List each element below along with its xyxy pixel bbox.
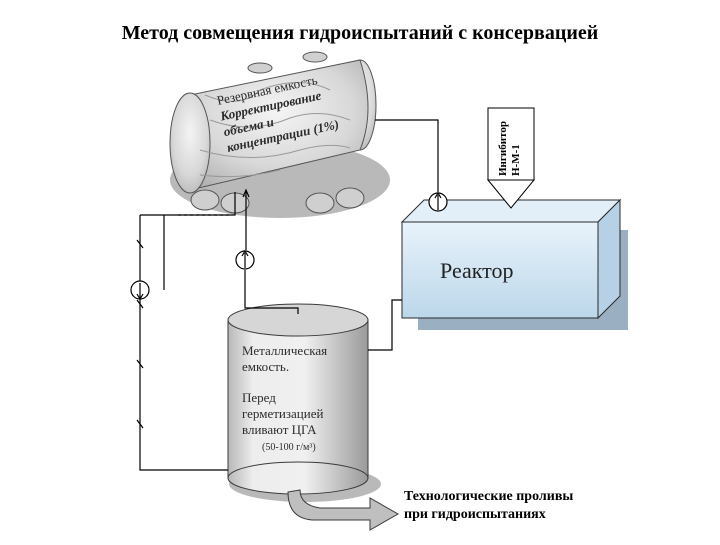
reserve-tank: Резервная емкость Корректирование объема… <box>170 52 390 218</box>
diagram-stage: Резервная емкость Корректирование объема… <box>0 0 720 540</box>
outflow-line2: при гидроиспытаниях <box>404 507 546 522</box>
reactor-label: Реактор <box>440 258 513 283</box>
vessel-line4: герметизацией <box>242 406 323 421</box>
inhibitor-line1: Ингибитор <box>497 121 509 176</box>
vessel-line2: емкость. <box>242 359 289 374</box>
inhibitor-line2: Н-М-1 <box>510 144 522 176</box>
metal-vessel: Металлическая емкость. Перед герметизаци… <box>228 304 381 502</box>
vessel-line3: Перед <box>242 390 276 405</box>
inhibitor-hopper: Ингибитор Н-М-1 <box>488 108 534 208</box>
vessel-line5: вливают ЦГА <box>242 422 317 437</box>
vessel-line6: (50-100 г/м³) <box>262 442 316 453</box>
vessel-line1: Металлическая <box>242 343 327 358</box>
reactor-block: Реактор <box>402 200 628 330</box>
outflow-line1: Технологические проливы <box>404 489 573 504</box>
